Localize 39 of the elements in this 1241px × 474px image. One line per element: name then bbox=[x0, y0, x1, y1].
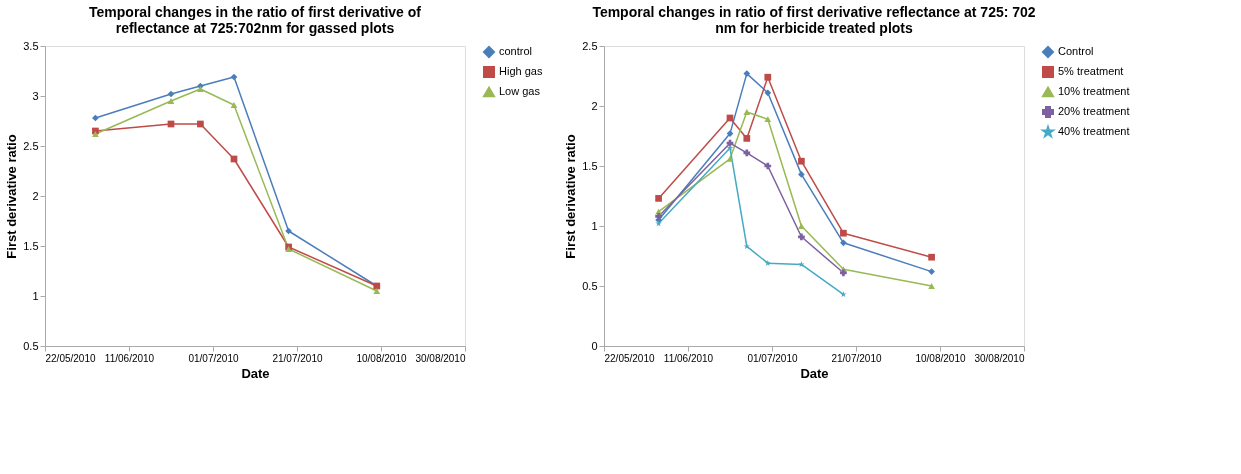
y-tick-label: 1.5 bbox=[23, 239, 39, 252]
legend-label: 10% treatment bbox=[1058, 85, 1130, 97]
x-tick-label: 21/07/2010 bbox=[272, 352, 323, 364]
x-tick-label: 10/08/2010 bbox=[915, 352, 966, 364]
x-axis-title: Date bbox=[241, 365, 270, 381]
x-tick-label: 10/08/2010 bbox=[356, 352, 407, 364]
chart-title: Temporal changes in the ratio of first derivative of reflectance at 725:702nm for gassed plots bbox=[89, 4, 422, 36]
chart-title: Temporal changes in ratio of first derivative reflectance at 725: 702 nm for herbicide treated plots bbox=[592, 4, 1036, 36]
y-tick-label: 0.5 bbox=[582, 279, 598, 292]
x-tick-label: 01/07/2010 bbox=[747, 352, 798, 364]
y-tick-label: 3.5 bbox=[23, 39, 39, 52]
y-tick-label: 0.5 bbox=[23, 339, 39, 352]
y-tick-label: 1 bbox=[591, 219, 598, 232]
legend-label: Control bbox=[1058, 45, 1094, 57]
x-tick-label: 22/05/2010 bbox=[45, 352, 96, 364]
x-tick-label: 22/05/2010 bbox=[604, 352, 655, 364]
x-axis-title: Date bbox=[800, 365, 829, 381]
x-tick-label: 01/07/2010 bbox=[188, 352, 239, 364]
legend-label: Low gas bbox=[499, 85, 541, 97]
x-tick-label: 11/06/2010 bbox=[104, 352, 155, 364]
y-tick-label: 2 bbox=[591, 99, 598, 112]
x-tick-label: 30/08/2010 bbox=[415, 352, 466, 364]
y-axis-title: First derivative ratio bbox=[4, 134, 20, 259]
y-tick-label: 1.5 bbox=[582, 159, 598, 172]
y-tick-label: 1 bbox=[32, 289, 39, 302]
x-tick-label: 21/07/2010 bbox=[831, 352, 882, 364]
y-tick-label: 2.5 bbox=[582, 39, 598, 52]
legend-label: control bbox=[499, 45, 533, 57]
x-tick-label: 11/06/2010 bbox=[663, 352, 714, 364]
legend-label: 20% treatment bbox=[1058, 105, 1130, 117]
legend-label: 40% treatment bbox=[1058, 125, 1130, 137]
legend-label: High gas bbox=[499, 65, 543, 77]
y-axis-title: First derivative ratio bbox=[563, 134, 579, 259]
y-tick-label: 0 bbox=[591, 339, 598, 352]
y-tick-label: 3 bbox=[32, 89, 39, 102]
x-tick-label: 30/08/2010 bbox=[974, 352, 1025, 364]
y-tick-label: 2.5 bbox=[23, 139, 39, 152]
y-tick-label: 2 bbox=[32, 189, 39, 202]
legend-label: 5% treatment bbox=[1058, 65, 1124, 77]
